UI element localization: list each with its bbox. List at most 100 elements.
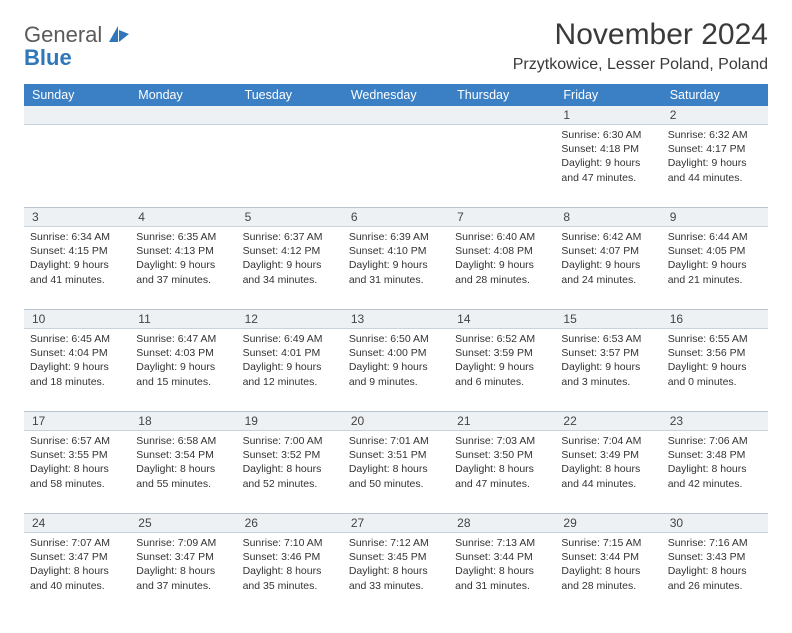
- calendar-cell: Sunrise: 6:50 AMSunset: 4:00 PMDaylight:…: [343, 329, 449, 411]
- cell-text: and 28 minutes.: [561, 579, 655, 593]
- cell-text: Sunset: 3:57 PM: [561, 346, 655, 360]
- cell-text: Sunrise: 6:42 AM: [561, 230, 655, 244]
- calendar-cell: Sunrise: 7:00 AMSunset: 3:52 PMDaylight:…: [237, 431, 343, 513]
- date-number: 18: [130, 412, 236, 430]
- cell-text: Sunset: 3:52 PM: [243, 448, 337, 462]
- date-number: 16: [662, 310, 768, 328]
- day-header: Monday: [130, 84, 236, 106]
- day-headers: Sunday Monday Tuesday Wednesday Thursday…: [24, 84, 768, 106]
- cell-text: Daylight: 9 hours: [561, 156, 655, 170]
- cell-text: and 18 minutes.: [30, 375, 124, 389]
- month-title: November 2024: [513, 18, 768, 52]
- cell-text: Sunset: 3:49 PM: [561, 448, 655, 462]
- cell-text: Daylight: 9 hours: [136, 360, 230, 374]
- cell-text: Sunset: 3:50 PM: [455, 448, 549, 462]
- calendar-cell: Sunrise: 6:37 AMSunset: 4:12 PMDaylight:…: [237, 227, 343, 309]
- cell-text: and 6 minutes.: [455, 375, 549, 389]
- cell-text: Sunrise: 7:13 AM: [455, 536, 549, 550]
- date-number: 4: [130, 208, 236, 226]
- date-number: 23: [662, 412, 768, 430]
- cell-text: Daylight: 9 hours: [668, 360, 762, 374]
- cell-text: Sunrise: 6:53 AM: [561, 332, 655, 346]
- cell-text: and 41 minutes.: [30, 273, 124, 287]
- date-row: 17181920212223: [24, 411, 768, 431]
- cell-text: Sunset: 3:51 PM: [349, 448, 443, 462]
- cell-text: Daylight: 8 hours: [136, 564, 230, 578]
- date-number: 5: [237, 208, 343, 226]
- day-header: Sunday: [24, 84, 130, 106]
- cell-text: Sunrise: 6:32 AM: [668, 128, 762, 142]
- cell-text: Sunrise: 7:12 AM: [349, 536, 443, 550]
- cell-text: and 9 minutes.: [349, 375, 443, 389]
- cell-text: and 37 minutes.: [136, 273, 230, 287]
- cell-text: Daylight: 8 hours: [455, 564, 549, 578]
- calendar-cell: Sunrise: 6:39 AMSunset: 4:10 PMDaylight:…: [343, 227, 449, 309]
- date-number: 8: [555, 208, 661, 226]
- cell-text: Daylight: 9 hours: [349, 360, 443, 374]
- week-row: Sunrise: 6:45 AMSunset: 4:04 PMDaylight:…: [24, 329, 768, 411]
- cell-text: Sunset: 4:03 PM: [136, 346, 230, 360]
- calendar-cell: Sunrise: 6:45 AMSunset: 4:04 PMDaylight:…: [24, 329, 130, 411]
- calendar-cell: Sunrise: 7:16 AMSunset: 3:43 PMDaylight:…: [662, 533, 768, 615]
- cell-text: and 40 minutes.: [30, 579, 124, 593]
- date-number: 21: [449, 412, 555, 430]
- calendar-cell: Sunrise: 7:04 AMSunset: 3:49 PMDaylight:…: [555, 431, 661, 513]
- cell-text: and 26 minutes.: [668, 579, 762, 593]
- cell-text: Sunset: 3:45 PM: [349, 550, 443, 564]
- cell-text: Sunrise: 7:04 AM: [561, 434, 655, 448]
- date-number: 13: [343, 310, 449, 328]
- cell-text: Daylight: 9 hours: [455, 360, 549, 374]
- date-number: 10: [24, 310, 130, 328]
- week-row: Sunrise: 6:34 AMSunset: 4:15 PM Daylight:…: [24, 227, 768, 309]
- cell-text: Daylight: 9 hours: [136, 258, 230, 272]
- day-header: Tuesday: [237, 84, 343, 106]
- week-row: Sunrise: 7:07 AMSunset: 3:47 PMDaylight:…: [24, 533, 768, 615]
- cell-text: Sunset: 4:15 PM: [30, 244, 124, 258]
- date-number: 15: [555, 310, 661, 328]
- day-header: Saturday: [662, 84, 768, 106]
- header: General Blue November 2024 Przytkowice, …: [24, 18, 768, 74]
- cell-text: Daylight: 9 hours: [30, 360, 124, 374]
- cell-text: Sunrise: 6:45 AM: [30, 332, 124, 346]
- cell-text: Sunset: 3:55 PM: [30, 448, 124, 462]
- calendar-cell: [130, 125, 236, 207]
- cell-text: Daylight: 8 hours: [243, 462, 337, 476]
- calendar-cell: Sunrise: 7:15 AMSunset: 3:44 PMDaylight:…: [555, 533, 661, 615]
- date-number: 27: [343, 514, 449, 532]
- date-number: 2: [662, 106, 768, 124]
- cell-text: and 31 minutes.: [455, 579, 549, 593]
- date-number: 1: [555, 106, 661, 124]
- cell-text: Sunrise: 7:10 AM: [243, 536, 337, 550]
- calendar-cell: [449, 125, 555, 207]
- cell-text: and 21 minutes.: [668, 273, 762, 287]
- cell-text: Sunset: 3:47 PM: [136, 550, 230, 564]
- calendar-cell: Sunrise: 6:34 AMSunset: 4:15 PMDaylight:…: [24, 227, 130, 309]
- cell-text: Daylight: 9 hours: [243, 258, 337, 272]
- date-number: 3: [24, 208, 130, 226]
- cell-text: Sunset: 4:17 PM: [668, 142, 762, 156]
- cell-text: Sunset: 3:47 PM: [30, 550, 124, 564]
- calendar-cell: Sunrise: 7:09 AMSunset: 3:47 PMDaylight:…: [130, 533, 236, 615]
- cell-text: Daylight: 9 hours: [243, 360, 337, 374]
- cell-text: Sunset: 4:01 PM: [243, 346, 337, 360]
- page: General Blue November 2024 Przytkowice, …: [0, 0, 792, 633]
- cell-text: Daylight: 8 hours: [349, 564, 443, 578]
- cell-text: Sunset: 4:07 PM: [561, 244, 655, 258]
- cell-text: Sunrise: 6:34 AM: [30, 230, 124, 244]
- cell-text: Sunrise: 6:47 AM: [136, 332, 230, 346]
- cell-text: Daylight: 8 hours: [668, 462, 762, 476]
- cell-text: and 42 minutes.: [668, 477, 762, 491]
- cell-text: Sunset: 4:05 PM: [668, 244, 762, 258]
- logo-text-block: General Blue: [24, 24, 129, 70]
- cell-text: Sunrise: 6:58 AM: [136, 434, 230, 448]
- date-row: 3456789: [24, 207, 768, 227]
- date-row: 12: [24, 106, 768, 125]
- cell-text: and 35 minutes.: [243, 579, 337, 593]
- cell-text: and 12 minutes.: [243, 375, 337, 389]
- date-number: 26: [237, 514, 343, 532]
- calendar-cell: Sunrise: 6:32 AMSunset: 4:17 PMDaylight:…: [662, 125, 768, 207]
- cell-text: Sunset: 4:13 PM: [136, 244, 230, 258]
- cell-text: and 31 minutes.: [349, 273, 443, 287]
- calendar-cell: Sunrise: 6:40 AMSunset: 4:08 PMDaylight:…: [449, 227, 555, 309]
- date-number: [449, 106, 555, 124]
